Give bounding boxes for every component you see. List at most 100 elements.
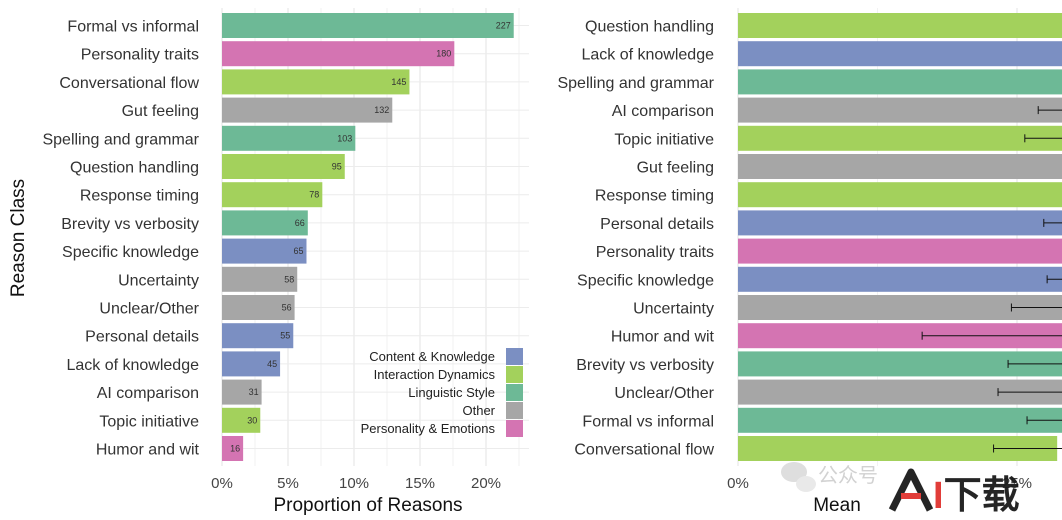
right-category-label: Humor and wit	[611, 329, 715, 346]
left-category-label: Brevity vs verbosity	[61, 216, 199, 233]
left-category-label: Topic initiative	[99, 413, 199, 430]
right-bar	[738, 125, 1062, 151]
right-category-label: Formal vs informal	[582, 413, 714, 430]
left-bar	[222, 13, 514, 38]
legend-label: Other	[462, 403, 495, 418]
legend-label: Content & Knowledge	[369, 349, 495, 364]
left-bar-count-label: 95	[332, 162, 342, 172]
right-category-label: Unclear/Other	[614, 385, 714, 402]
left-category-label: Personality traits	[81, 47, 199, 64]
left-bar-count-label: 55	[280, 331, 290, 341]
left-bar-count-label: 132	[374, 105, 389, 115]
legend-swatch	[506, 348, 523, 365]
right-x-tick-label: 0%	[727, 475, 749, 492]
legend-label: Linguistic Style	[408, 385, 495, 400]
right-category-label: Topic initiative	[614, 131, 714, 148]
legend-swatch	[506, 384, 523, 401]
left-category-label: Humor and wit	[96, 442, 200, 459]
left-category-label: Formal vs informal	[67, 19, 199, 36]
left-category-label: Question handling	[70, 160, 199, 177]
error-bar	[1046, 275, 1062, 284]
right-bar	[738, 182, 1062, 208]
left-category-label: Response timing	[80, 188, 199, 205]
legend-swatch	[506, 366, 523, 383]
left-bar	[222, 351, 281, 377]
error-bar	[993, 444, 1062, 453]
error-bar	[1037, 106, 1062, 115]
right-category-label: Uncertainty	[633, 301, 714, 318]
right-category-label: Gut feeling	[637, 160, 714, 177]
legend-swatch	[506, 420, 523, 437]
left-category-label: Uncertainty	[118, 272, 199, 289]
left-category-label: AI comparison	[97, 385, 199, 402]
left-bar-count-label: 103	[337, 133, 352, 143]
left-bar	[222, 210, 308, 236]
left-category-label: Lack of knowledge	[66, 357, 199, 374]
left-y-axis-title: Reason Class	[8, 179, 29, 297]
left-bar-count-label: 16	[230, 444, 240, 454]
left-bar-count-label: 45	[267, 359, 277, 369]
right-category-label: Brevity vs verbosity	[576, 357, 714, 374]
legend: Content & Knowledge Interaction Dynamics L…	[361, 348, 523, 437]
left-x-tick-label: 20%	[471, 475, 501, 492]
right-bar	[738, 69, 1062, 95]
left-bar	[222, 379, 262, 405]
right-bar	[738, 154, 1062, 179]
left-bar	[222, 41, 455, 67]
right-category-label: Conversational flow	[574, 442, 714, 459]
left-x-tick-label: 15%	[405, 475, 435, 492]
right-x-axis-title: Mean	[813, 495, 861, 516]
legend-label: Interaction Dynamics	[374, 367, 496, 382]
left-bar-count-label: 30	[247, 415, 257, 425]
legend-label: Personality & Emotions	[361, 421, 496, 436]
left-bar	[222, 266, 298, 292]
left-category-label: Spelling and grammar	[42, 131, 199, 148]
right-tick-labels: 0% 25%	[727, 475, 1032, 492]
error-bar	[921, 331, 1062, 340]
legend-swatch	[506, 402, 523, 419]
right-bar	[738, 97, 1062, 123]
right-error-bars	[921, 106, 1062, 453]
right-chart: Question handling Lack of knowledge Spelli…	[557, 8, 1062, 516]
left-bar	[222, 154, 345, 179]
right-category-label: Personality traits	[596, 244, 714, 261]
right-category-label: Question handling	[585, 19, 714, 36]
right-category-label: Spelling and grammar	[557, 75, 714, 92]
right-bar	[738, 41, 1062, 67]
error-bar	[1024, 134, 1062, 143]
left-x-tick-label: 5%	[277, 475, 299, 492]
right-bar	[738, 13, 1062, 38]
right-x-tick-label: 25%	[1002, 475, 1032, 492]
left-bar-count-label: 65	[293, 246, 303, 256]
left-bar	[222, 69, 410, 95]
right-category-label: Personal details	[600, 216, 714, 233]
right-category-label: AI comparison	[612, 103, 714, 120]
left-category-label: Gut feeling	[122, 103, 199, 120]
left-category-label: Conversational flow	[59, 75, 199, 92]
left-category-label: Personal details	[85, 329, 199, 346]
error-bar	[1010, 303, 1062, 312]
left-x-tick-label: 10%	[339, 475, 369, 492]
right-bar	[738, 238, 1062, 264]
left-bar-count-label: 145	[391, 77, 406, 87]
left-bar-count-label: 66	[295, 218, 305, 228]
left-bar	[222, 125, 356, 151]
left-bar-count-label: 56	[282, 303, 292, 313]
right-bars	[738, 13, 1062, 461]
left-bar	[222, 97, 393, 123]
left-x-tick-label: 0%	[211, 475, 233, 492]
left-chart: 227 180 145 132 103 95 78 66 65 58 56 55 45 31 30 16 Fo…	[8, 8, 529, 516]
left-bar	[222, 436, 244, 461]
watermark-wechat-text: 公众号	[818, 464, 878, 487]
left-bar-count-label: 58	[284, 274, 294, 284]
right-bar	[738, 295, 1062, 320]
right-bar	[738, 407, 1062, 433]
watermark-accent-text: I	[933, 475, 944, 517]
error-bar	[1043, 218, 1062, 227]
watermark-main-text: 下载	[944, 475, 1020, 517]
watermark: 公众号 I下载	[781, 462, 1020, 517]
left-bar	[222, 295, 295, 320]
left-bars: 227 180 145 132 103 95 78 66 65 58 56 55 45 31 30 16	[222, 13, 514, 461]
left-category-labels: Formal vs informal Personality traits Conv…	[42, 19, 199, 459]
error-bar	[1007, 359, 1062, 368]
